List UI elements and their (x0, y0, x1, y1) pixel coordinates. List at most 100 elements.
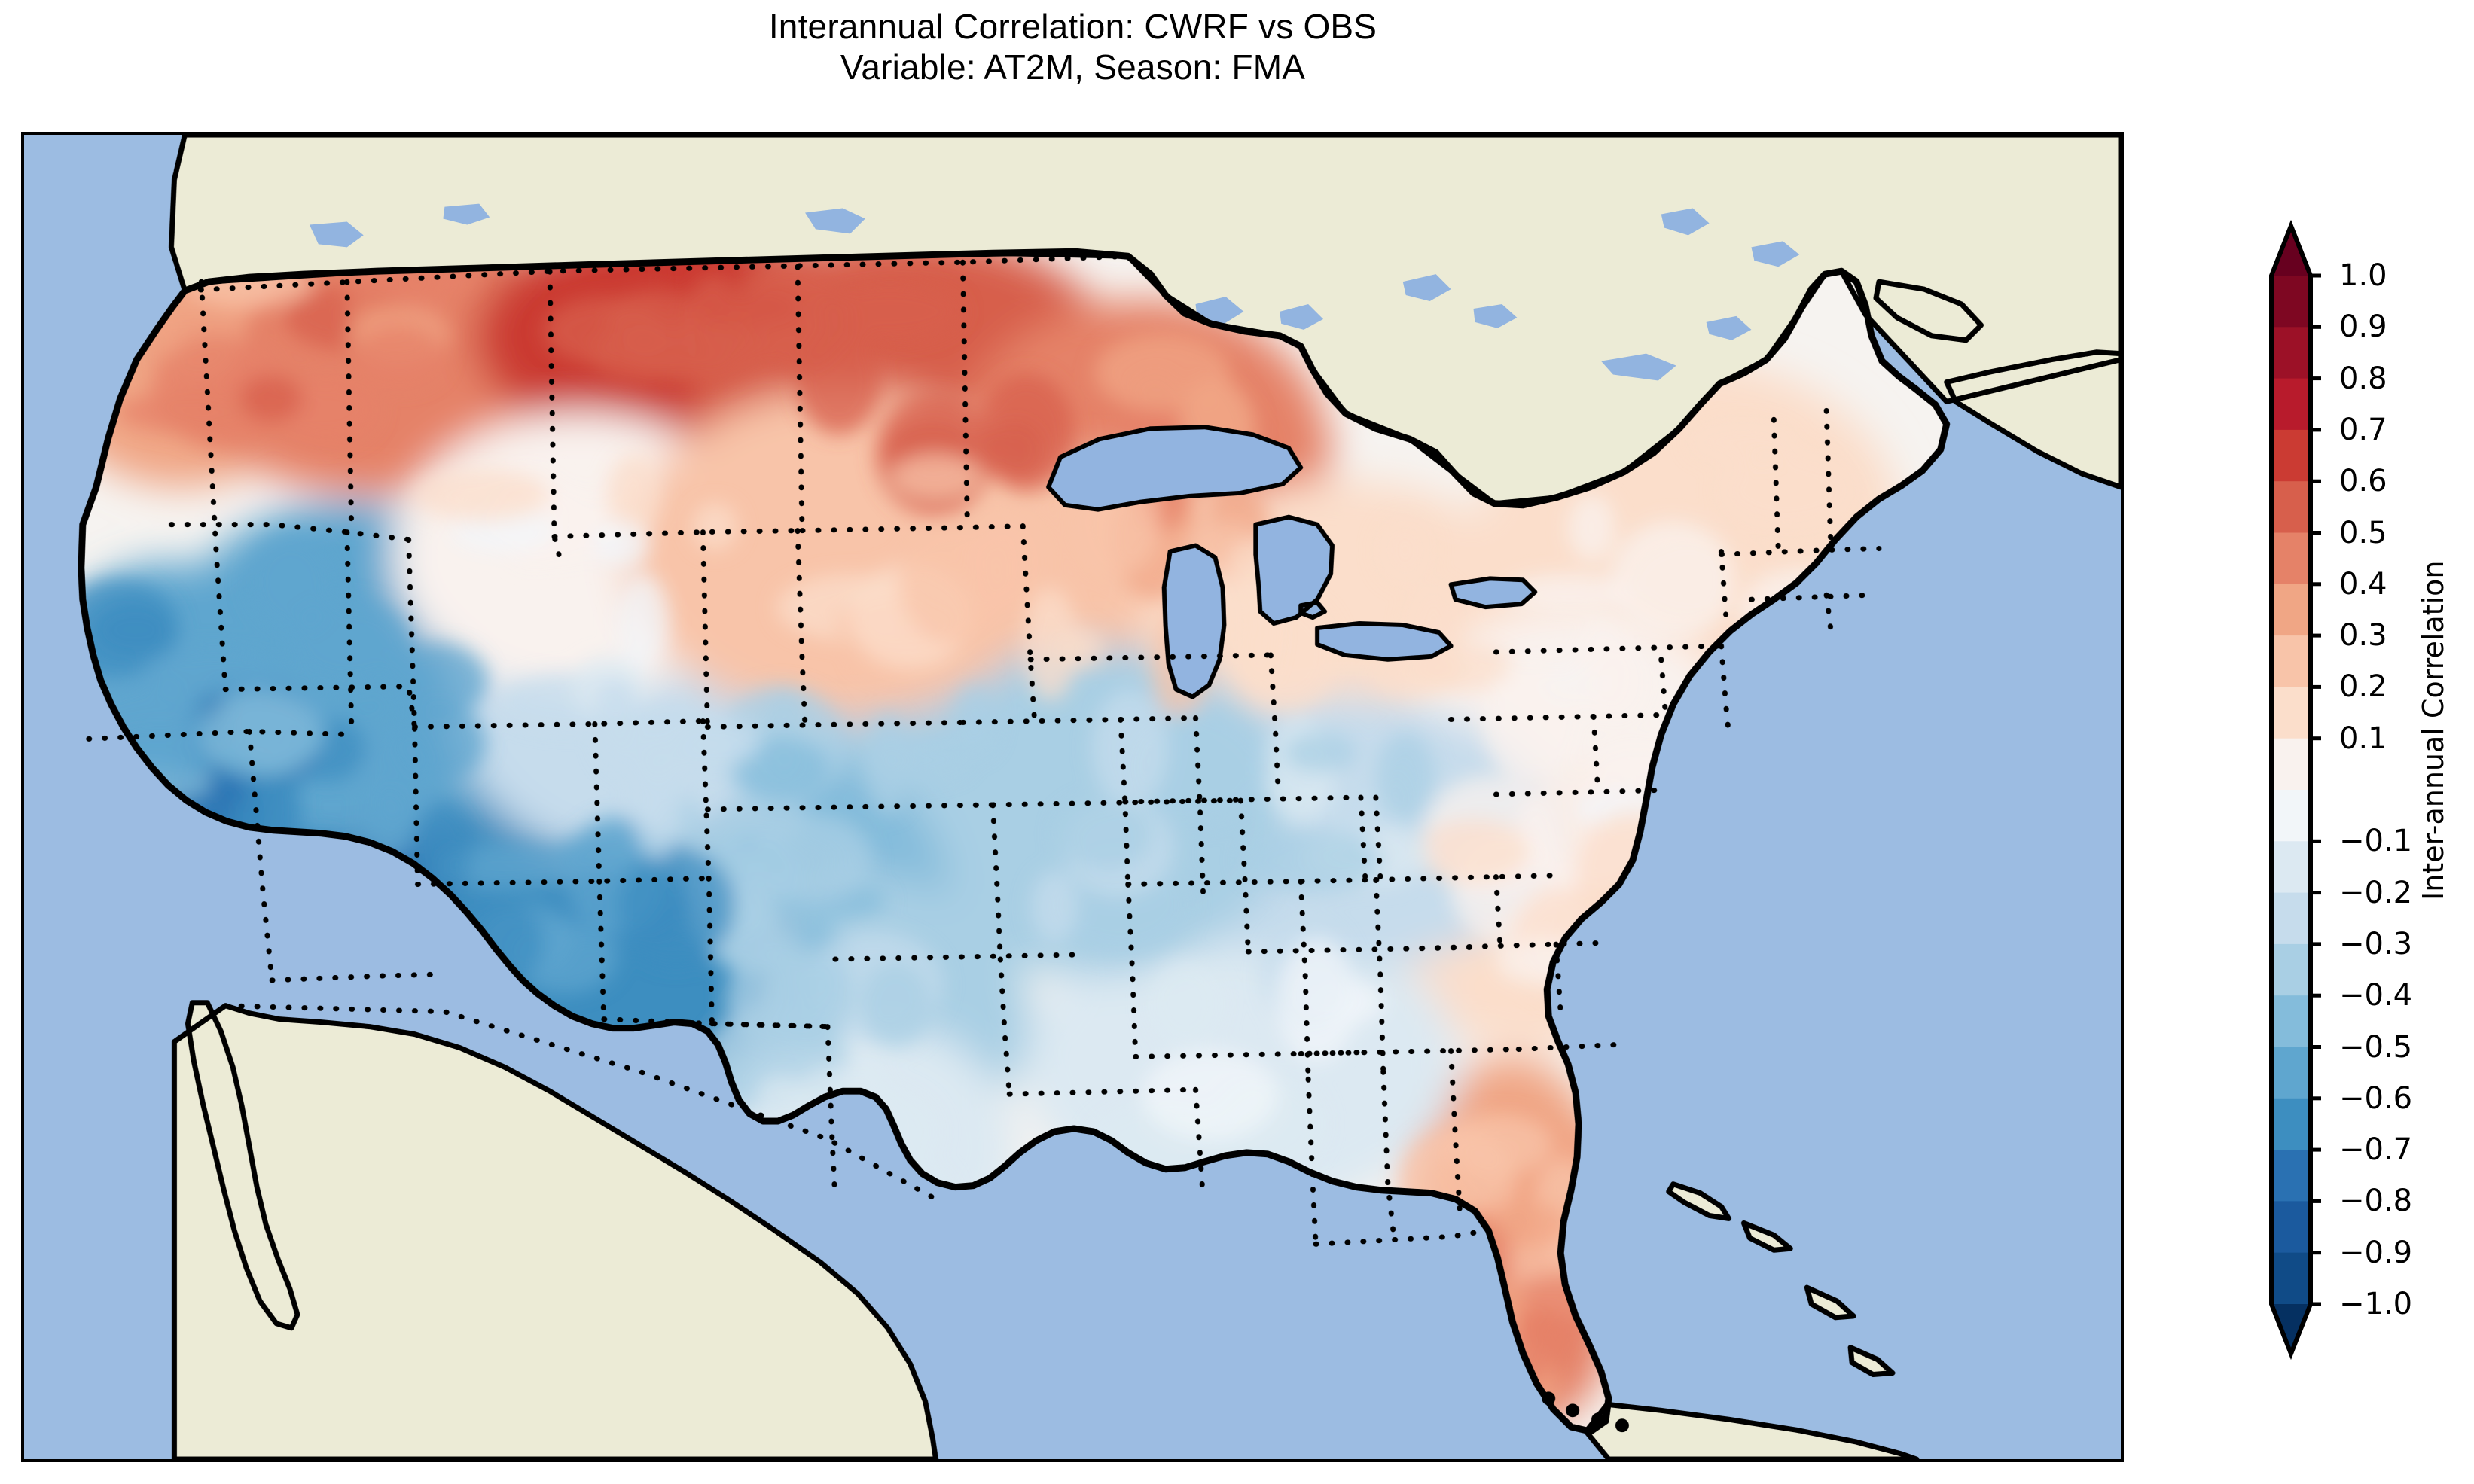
correlation-texture (984, 420, 1045, 479)
colorbar-band (2271, 1047, 2311, 1099)
correlation-texture (361, 723, 434, 830)
title-line-1: Interannual Correlation: CWRF vs OBS (768, 7, 1377, 46)
colorbar-gradient[interactable] (2269, 219, 2321, 1361)
state-border-line (1125, 881, 1139, 1059)
colorbar-band (2271, 1252, 2311, 1305)
colorbar-label-text: Inter-annual Correlation (2417, 560, 2450, 900)
colorbar-axis-label: Inter-annual Correlation (2407, 0, 2452, 1484)
state-border-line (700, 529, 710, 730)
colorbar-tick-label: −0.6 (2339, 1080, 2413, 1116)
inland-lake (1661, 208, 1710, 236)
state-border-line (1122, 794, 1364, 805)
state-border-line (1298, 1046, 1521, 1056)
correlation-texture (1240, 829, 1383, 892)
lake-shoreline (1315, 621, 1454, 662)
correlation-texture (414, 468, 549, 522)
colorbar-tick-label: 0.6 (2339, 464, 2387, 499)
correlation-texture (1337, 788, 1380, 847)
florida-keys-marker (1566, 1403, 1580, 1418)
colorbar-band (2271, 995, 2311, 1048)
colorbar-tick-label: 0.1 (2339, 721, 2387, 756)
lake-erie (1317, 623, 1451, 660)
coastline-segment (171, 1003, 939, 1459)
colorbar-tick-label: 0.7 (2339, 412, 2387, 447)
correlation-texture (683, 275, 744, 385)
state-border-line (1373, 877, 1386, 1074)
correlation-texture (152, 336, 285, 446)
colorbar-band (2271, 738, 2311, 791)
state-border-line (1448, 1047, 1463, 1217)
state-border-line (1719, 643, 1731, 737)
correlation-texture (1237, 597, 1338, 711)
correlation-texture (1376, 732, 1435, 822)
colorbar-tick-label: 0.9 (2339, 309, 2387, 345)
coastline-segment (1847, 1345, 1896, 1377)
state-border-line (198, 279, 228, 693)
colorbar-tick-label: 0.2 (2339, 669, 2387, 705)
inland-lake (1600, 353, 1676, 381)
baja-peninsula (188, 1002, 297, 1328)
colorbar-band (2271, 276, 2311, 328)
correlation-texture (606, 454, 660, 538)
correlation-texture (1377, 517, 1432, 583)
inland-lake (1280, 303, 1324, 330)
correlation-texture (593, 678, 640, 758)
colorbar-tick-label: −1.0 (2339, 1287, 2413, 1321)
colorbar-tick-label: −0.1 (2339, 824, 2413, 859)
correlation-texture (737, 262, 849, 372)
correlation-texture (1502, 573, 1634, 614)
correlation-texture (748, 813, 873, 905)
state-border-line (709, 1021, 831, 1030)
coastline-segment (1666, 1181, 1731, 1221)
state-border-line (990, 797, 1243, 808)
correlation-texture (355, 325, 445, 388)
state-border-line (1719, 546, 1882, 557)
colorbar-tick-label: −0.3 (2339, 926, 2413, 961)
state-border-line (1515, 1042, 1619, 1052)
colorbar-band (2271, 584, 2311, 636)
state-border-line (246, 728, 275, 983)
state-border-line (825, 1024, 838, 1202)
state-border-line (704, 802, 996, 812)
state-border-line (168, 522, 412, 543)
state-border-line (1358, 794, 1368, 882)
correlation-texture (616, 574, 670, 669)
correlation-texture (1484, 659, 1582, 785)
state-border-line (344, 279, 355, 535)
state-border-line (795, 528, 808, 730)
state-border-line (704, 719, 966, 730)
colorbar-band (2271, 481, 2311, 534)
correlation-texture (1690, 422, 1796, 462)
state-border-line (1658, 657, 1669, 719)
state-border-line (1193, 715, 1206, 894)
lake-shoreline (1046, 425, 1304, 512)
state-border-line (1591, 714, 1601, 797)
colorbar-extend-top (2271, 226, 2311, 276)
colorbar-band (2271, 429, 2311, 482)
correlation-texture (617, 847, 735, 966)
inland-lake (309, 221, 364, 248)
colorbar-band (2271, 687, 2311, 739)
state-border-line (1719, 548, 1728, 617)
correlation-texture (891, 454, 980, 498)
mexico-landmass (174, 1005, 936, 1459)
state-border-line (959, 259, 970, 531)
correlation-texture (734, 736, 829, 803)
inland-lake (1402, 274, 1451, 301)
colorbar-band (2271, 1150, 2311, 1202)
florida-keys-marker (1542, 1391, 1556, 1406)
lake-michigan (1164, 545, 1225, 697)
coastline-segment (1583, 1401, 1920, 1459)
canada-landmass (171, 135, 2121, 504)
colorbar-tick-label: 0.3 (2339, 618, 2387, 654)
florida-keys-marker (1591, 1412, 1605, 1427)
state-border-line (222, 1003, 939, 1202)
colorbar-band (2271, 378, 2311, 431)
colorbar[interactable]: 1.0 0.9 0.8 0.7 0.6 0.5 0.4 0.3 0.2 0.1 −0.1 −0.2 −0… (2269, 219, 2412, 1361)
state-border-line (1313, 1226, 1499, 1247)
colorbar-band (2271, 943, 2311, 996)
inland-lake (1195, 297, 1244, 324)
state-border-line (799, 523, 1026, 534)
great-lakes (1048, 427, 1536, 697)
correlation-texture (898, 525, 1008, 644)
